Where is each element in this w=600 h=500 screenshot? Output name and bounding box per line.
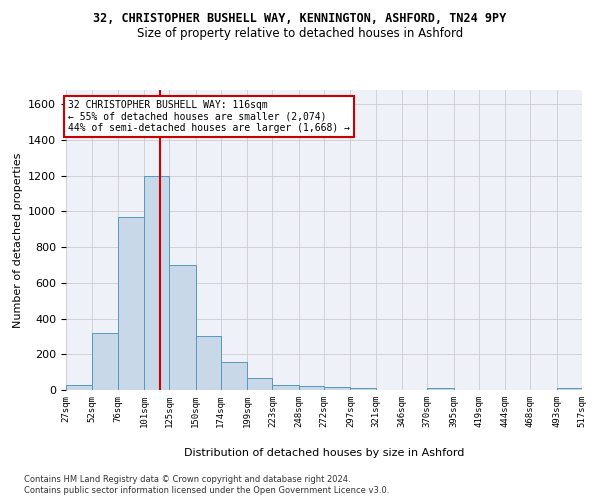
Bar [247,378,272,390]
Text: Distribution of detached houses by size in Ashford: Distribution of detached houses by size … [184,448,464,458]
Y-axis label: Number of detached properties: Number of detached properties [13,152,23,328]
Bar [169,265,196,390]
Bar [272,384,299,390]
Bar [557,388,582,390]
Text: 32 CHRISTOPHER BUSHELL WAY: 116sqm
← 55% of detached houses are smaller (2,074)
: 32 CHRISTOPHER BUSHELL WAY: 116sqm ← 55%… [68,100,350,134]
Text: Size of property relative to detached houses in Ashford: Size of property relative to detached ho… [137,28,463,40]
Bar [118,217,144,390]
Bar [221,362,247,390]
Bar [427,388,454,390]
Bar [66,384,92,390]
Text: Contains public sector information licensed under the Open Government Licence v3: Contains public sector information licen… [24,486,389,495]
Text: 32, CHRISTOPHER BUSHELL WAY, KENNINGTON, ASHFORD, TN24 9PY: 32, CHRISTOPHER BUSHELL WAY, KENNINGTON,… [94,12,506,26]
Bar [350,388,376,390]
Bar [196,336,221,390]
Text: Contains HM Land Registry data © Crown copyright and database right 2024.: Contains HM Land Registry data © Crown c… [24,475,350,484]
Bar [299,386,324,390]
Bar [92,333,118,390]
Bar [324,388,350,390]
Bar [144,176,169,390]
